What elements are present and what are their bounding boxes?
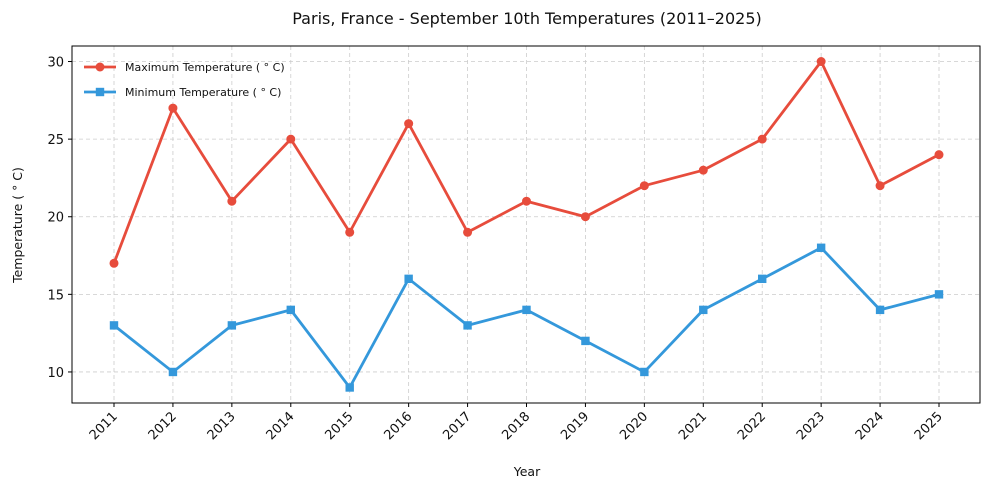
y-tick-label: 30 (47, 56, 64, 71)
data-point (580, 212, 590, 222)
data-point (816, 57, 826, 67)
data-point (463, 227, 473, 237)
x-tick-label: 2011 (87, 409, 121, 443)
y-tick-label: 15 (47, 288, 64, 303)
data-point (699, 305, 708, 315)
series-maximum-temperature (109, 57, 944, 268)
data-point (345, 383, 354, 392)
x-tick-label: 2017 (440, 409, 474, 443)
y-axis-label: Temperature ( ° C) (10, 167, 25, 284)
legend-label: Minimum Temperature ( ° C) (125, 86, 281, 99)
data-point (286, 134, 296, 144)
y-tick-label: 20 (47, 211, 64, 226)
x-tick-label: 2023 (794, 409, 828, 443)
x-tick-label: 2025 (912, 409, 946, 443)
data-point (286, 305, 295, 315)
data-point (227, 196, 237, 206)
x-tick-label: 2024 (853, 409, 887, 443)
data-point (522, 196, 531, 206)
data-point (109, 258, 119, 268)
data-point (875, 305, 885, 315)
x-tick-label: 2020 (617, 409, 651, 443)
data-point (463, 321, 472, 330)
plot-area-frame (71, 45, 981, 404)
x-axis-label: Year (513, 464, 541, 479)
legend-marker (95, 87, 105, 97)
data-point (404, 274, 413, 284)
x-tick-label: 2012 (146, 409, 180, 443)
x-tick-label: 2014 (264, 409, 298, 443)
data-point (404, 119, 414, 129)
data-point (581, 336, 590, 346)
data-point (345, 227, 355, 237)
y-tick-label: 10 (47, 366, 64, 381)
data-point (757, 134, 767, 144)
legend-marker (95, 62, 105, 72)
chart-title: Paris, France - September 10th Temperatu… (292, 9, 762, 28)
data-point (875, 181, 885, 191)
data-point (698, 165, 708, 175)
x-tick-label: 2019 (558, 409, 592, 443)
data-point (109, 321, 119, 330)
x-tick-label: 2018 (499, 409, 533, 443)
x-tick-label: 2015 (323, 409, 357, 443)
x-tick-label: 2022 (735, 409, 769, 443)
y-tick-label: 25 (47, 133, 64, 148)
series (109, 57, 944, 392)
data-point (227, 321, 237, 330)
legend-label: Maximum Temperature ( ° C) (125, 61, 285, 74)
data-point (639, 181, 649, 191)
legend-item: Minimum Temperature ( ° C) (84, 86, 281, 99)
grid (72, 46, 980, 403)
x-tick-label: 2016 (381, 409, 415, 443)
data-point (168, 103, 178, 113)
legend: Maximum Temperature ( ° C) Minimum Temper… (84, 61, 285, 99)
legend-item: Maximum Temperature ( ° C) (84, 61, 285, 74)
x-tick-label: 2013 (205, 409, 239, 443)
data-point (640, 367, 649, 377)
data-point (816, 243, 826, 252)
x-tick-label: 2021 (676, 409, 710, 443)
data-point (934, 290, 944, 299)
series-line (113, 246, 940, 389)
data-point (758, 274, 767, 284)
data-point (934, 150, 944, 160)
data-point (168, 367, 178, 377)
data-point (522, 305, 531, 315)
series-minimum-temperature (109, 243, 944, 392)
